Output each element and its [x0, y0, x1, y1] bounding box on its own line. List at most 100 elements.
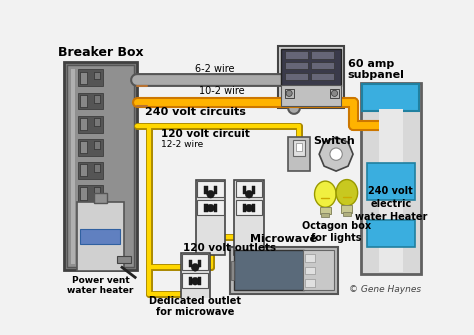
- Bar: [284, 51, 308, 59]
- Circle shape: [191, 277, 199, 285]
- Circle shape: [286, 90, 292, 96]
- Text: 240 volt
electric
water Heater: 240 volt electric water Heater: [355, 186, 427, 222]
- Bar: [78, 69, 103, 86]
- Bar: [78, 231, 103, 248]
- Bar: [78, 162, 103, 179]
- Bar: [182, 273, 208, 288]
- Text: 12-2 wire: 12-2 wire: [161, 140, 203, 149]
- Text: 10-2 wire: 10-2 wire: [200, 86, 245, 96]
- Bar: [282, 50, 341, 86]
- Bar: [305, 267, 315, 274]
- Bar: [198, 260, 201, 267]
- Bar: [93, 233, 100, 241]
- Text: Switch: Switch: [313, 136, 355, 146]
- Bar: [93, 141, 100, 149]
- Bar: [214, 187, 217, 194]
- Bar: [93, 210, 100, 218]
- Bar: [118, 256, 131, 264]
- Bar: [80, 233, 87, 246]
- Bar: [71, 68, 75, 264]
- Text: 60 amp
subpanel: 60 amp subpanel: [347, 59, 404, 80]
- Bar: [310, 51, 334, 59]
- Bar: [310, 73, 334, 80]
- Bar: [189, 260, 192, 267]
- Bar: [77, 202, 124, 271]
- Text: 6-2 wire: 6-2 wire: [195, 64, 234, 74]
- Circle shape: [191, 264, 199, 271]
- Bar: [305, 254, 315, 262]
- Text: Microwave: Microwave: [250, 234, 317, 244]
- Bar: [284, 73, 308, 80]
- Bar: [78, 208, 103, 225]
- Bar: [198, 181, 224, 197]
- Text: Breaker Box: Breaker Box: [58, 46, 143, 59]
- Bar: [330, 89, 339, 98]
- Bar: [93, 95, 100, 103]
- Bar: [320, 206, 331, 214]
- Bar: [78, 116, 103, 133]
- Bar: [204, 187, 208, 194]
- Bar: [321, 213, 329, 217]
- Bar: [235, 180, 264, 255]
- Bar: [80, 118, 87, 130]
- Bar: [214, 204, 217, 212]
- Bar: [303, 250, 334, 290]
- Bar: [78, 92, 103, 110]
- Text: Power vent
water heater: Power vent water heater: [67, 276, 134, 295]
- Bar: [293, 140, 305, 156]
- Bar: [80, 72, 87, 84]
- Bar: [278, 46, 344, 108]
- Bar: [243, 187, 246, 194]
- Bar: [341, 205, 352, 213]
- Bar: [67, 65, 134, 267]
- Bar: [296, 143, 302, 151]
- Circle shape: [330, 148, 342, 160]
- Ellipse shape: [315, 181, 336, 207]
- Bar: [80, 187, 87, 200]
- Bar: [305, 279, 315, 287]
- Bar: [252, 204, 255, 212]
- Circle shape: [207, 190, 214, 198]
- Bar: [93, 164, 100, 172]
- Bar: [361, 82, 421, 273]
- Bar: [81, 229, 120, 244]
- Bar: [78, 185, 103, 202]
- Bar: [80, 210, 87, 223]
- Bar: [64, 62, 137, 270]
- Text: 120 volt outlets: 120 volt outlets: [183, 243, 276, 253]
- Bar: [288, 137, 310, 171]
- Text: 120 volt circuit: 120 volt circuit: [161, 129, 249, 139]
- Bar: [284, 89, 294, 98]
- Bar: [80, 141, 87, 153]
- Bar: [230, 247, 337, 294]
- Ellipse shape: [336, 180, 358, 206]
- Bar: [181, 253, 210, 328]
- Bar: [282, 84, 341, 106]
- Bar: [198, 200, 224, 215]
- Bar: [343, 212, 351, 216]
- Bar: [78, 139, 103, 156]
- Bar: [310, 62, 334, 69]
- Bar: [93, 187, 100, 195]
- Bar: [182, 254, 208, 270]
- Bar: [379, 110, 403, 272]
- Bar: [80, 164, 87, 177]
- Bar: [243, 204, 246, 212]
- Circle shape: [245, 190, 253, 198]
- Text: Dedicated outlet
for microwave: Dedicated outlet for microwave: [149, 296, 241, 318]
- Text: Octagon box
for lights: Octagon box for lights: [301, 221, 371, 243]
- Bar: [198, 277, 201, 285]
- Bar: [94, 193, 107, 203]
- Bar: [367, 163, 415, 200]
- Text: © Gene Haynes: © Gene Haynes: [349, 285, 421, 294]
- Bar: [80, 95, 87, 107]
- Circle shape: [331, 90, 337, 96]
- Circle shape: [207, 204, 214, 212]
- Bar: [367, 220, 415, 247]
- Bar: [189, 277, 192, 285]
- Bar: [236, 181, 262, 197]
- Circle shape: [245, 204, 253, 212]
- Bar: [252, 187, 255, 194]
- Bar: [362, 84, 419, 111]
- Bar: [93, 72, 100, 79]
